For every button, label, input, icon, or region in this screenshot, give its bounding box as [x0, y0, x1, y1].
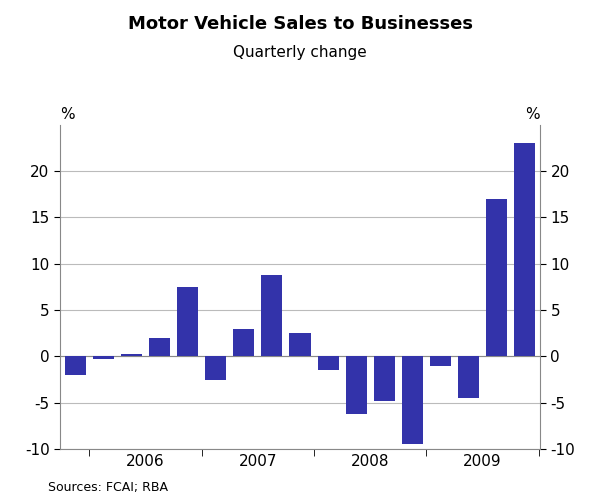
Bar: [317, 356, 338, 370]
Text: Motor Vehicle Sales to Businesses: Motor Vehicle Sales to Businesses: [128, 15, 473, 33]
Text: Quarterly change: Quarterly change: [233, 45, 367, 60]
Bar: [374, 356, 395, 401]
Text: %: %: [526, 106, 540, 121]
Bar: [458, 356, 479, 398]
Bar: [233, 329, 254, 356]
Bar: [430, 356, 451, 366]
Text: %: %: [60, 106, 74, 121]
Bar: [514, 143, 535, 356]
Bar: [149, 338, 170, 356]
Bar: [346, 356, 367, 414]
Bar: [93, 356, 114, 359]
Bar: [402, 356, 423, 445]
Bar: [65, 356, 86, 375]
Bar: [486, 199, 507, 356]
Bar: [262, 275, 283, 356]
Bar: [177, 287, 198, 356]
Bar: [289, 333, 311, 356]
Bar: [121, 354, 142, 356]
Bar: [205, 356, 226, 380]
Text: Sources: FCAI; RBA: Sources: FCAI; RBA: [48, 481, 168, 494]
